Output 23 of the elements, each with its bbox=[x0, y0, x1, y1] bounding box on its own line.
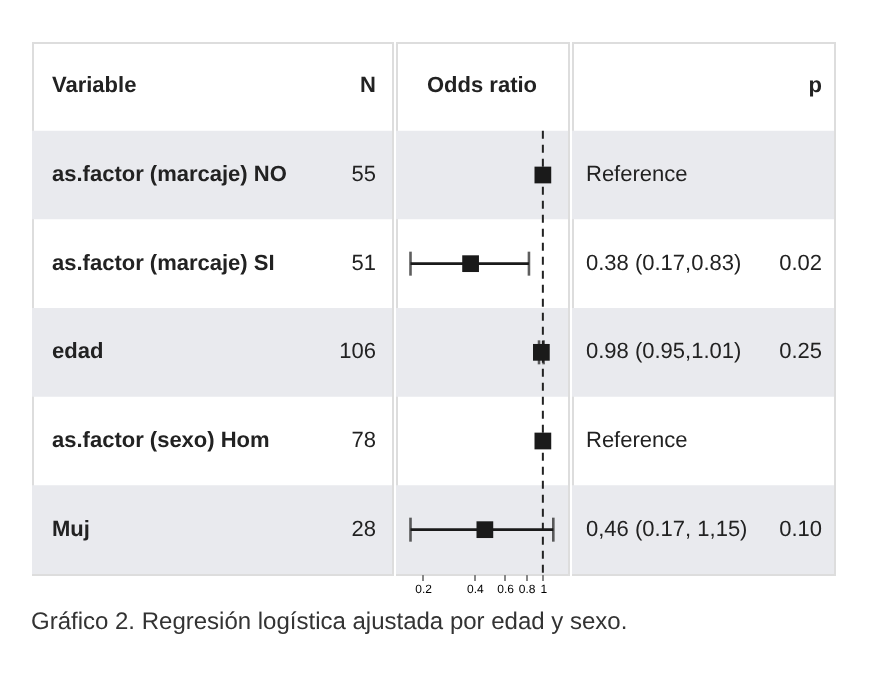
y-tick-label: as.factor (sexo) Hom bbox=[52, 429, 271, 453]
text: 0.38 (0.17,0.83) bbox=[586, 251, 742, 276]
y-tick-label: as.factor (marcaje) SI bbox=[52, 251, 275, 276]
text: Gráfico 2. Regresión logística ajustada por edad y sexo. bbox=[31, 607, 628, 635]
text: 0.25 bbox=[779, 340, 822, 365]
y-tick-label: Muj bbox=[52, 517, 90, 542]
text: 55 bbox=[351, 163, 376, 187]
text: 0.10 bbox=[779, 517, 822, 542]
text: Variable bbox=[52, 74, 137, 99]
text: 51 bbox=[351, 251, 376, 276]
text: Reference bbox=[586, 429, 688, 453]
text: Odds ratio bbox=[426, 74, 538, 99]
text: 0.98 (0.95,1.01) bbox=[586, 340, 742, 365]
text: 78 bbox=[351, 429, 376, 453]
text: Reference bbox=[586, 163, 688, 187]
text: p bbox=[808, 74, 823, 99]
text: 0.02 bbox=[779, 251, 822, 276]
text: N bbox=[360, 74, 377, 99]
text: 0,46 (0.17, 1,15) bbox=[586, 517, 748, 542]
y-tick-label: as.factor (marcaje) NO bbox=[52, 163, 288, 187]
y-tick-label: edad bbox=[52, 340, 104, 365]
text: 28 bbox=[351, 517, 376, 542]
text: 106 bbox=[339, 340, 376, 365]
